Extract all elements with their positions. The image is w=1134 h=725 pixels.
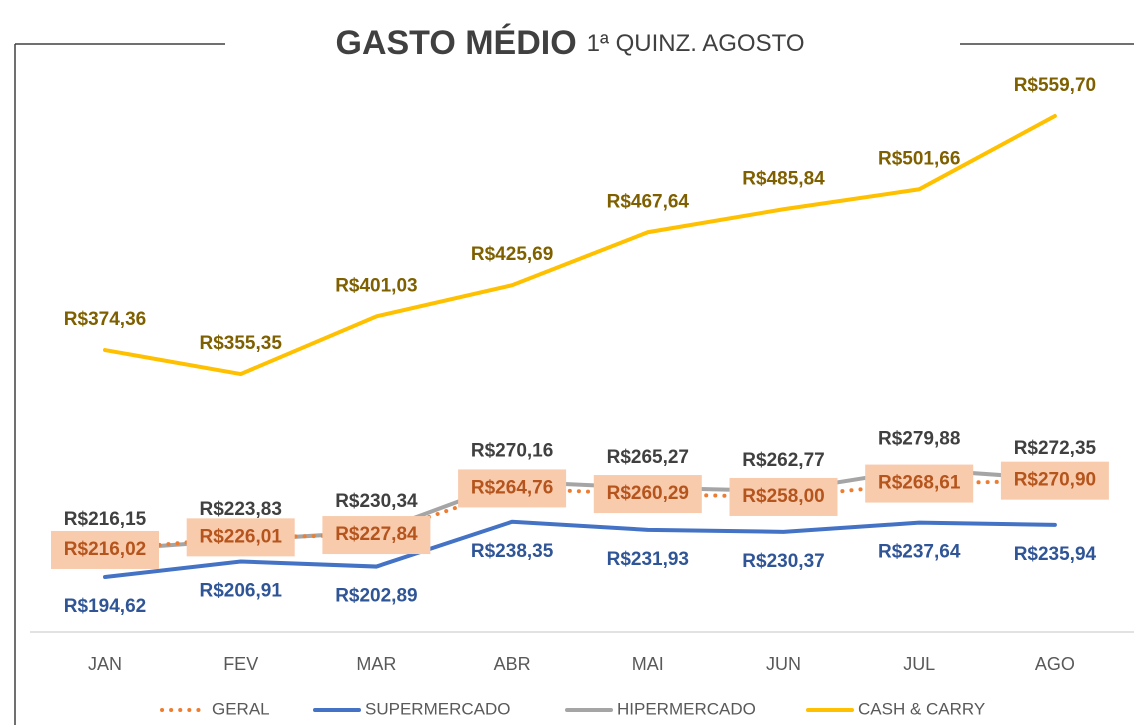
data-label: R$270,90: [1014, 470, 1096, 491]
data-label: R$485,84: [742, 168, 825, 189]
x-tick-label: JUL: [903, 654, 935, 674]
data-label: R$227,84: [335, 524, 418, 545]
x-tick-label: MAI: [632, 654, 664, 674]
data-label: R$279,88: [878, 428, 960, 449]
x-tick-label: JUN: [766, 654, 801, 674]
data-label: R$258,00: [742, 486, 824, 507]
data-label: R$265,27: [607, 447, 689, 468]
data-label: R$501,66: [878, 148, 960, 169]
x-tick-label: FEV: [223, 654, 258, 674]
data-label: R$223,83: [199, 499, 281, 520]
data-label: R$226,01: [199, 526, 282, 547]
x-tick-label: JAN: [88, 654, 122, 674]
data-label: R$194,62: [64, 596, 146, 617]
data-label-box: [51, 530, 159, 569]
series-line: [103, 114, 1057, 377]
legend-label: HIPERMERCADO: [617, 699, 756, 718]
series-line: [103, 519, 1057, 579]
data-label: R$270,16: [471, 441, 553, 462]
data-label: R$230,37: [742, 551, 824, 572]
data-label: R$264,76: [471, 477, 553, 498]
data-label: R$231,93: [607, 549, 689, 570]
chart-subtitle: 1ª QUINZ. AGOSTO: [587, 30, 805, 57]
data-label-box: [865, 464, 974, 503]
data-label: R$268,61: [878, 473, 961, 494]
legend-label: GERAL: [212, 699, 270, 718]
x-tick-label: AGO: [1035, 654, 1075, 674]
data-label: R$235,94: [1014, 544, 1097, 565]
x-tick-label: MAR: [356, 654, 396, 674]
data-label: R$559,70: [1014, 75, 1096, 96]
data-label: R$230,34: [335, 491, 418, 512]
data-label: R$216,15: [64, 509, 147, 530]
data-label: R$237,64: [878, 542, 961, 563]
data-label: R$262,77: [742, 450, 824, 471]
legend-label: SUPERMERCADO: [365, 699, 510, 718]
legend-label: CASH & CARRY: [858, 699, 985, 718]
data-label: R$355,35: [199, 333, 282, 354]
data-label: R$202,89: [335, 586, 417, 607]
data-label-box: [322, 516, 431, 555]
data-label-box: [458, 469, 567, 508]
chart-title-group: GASTO MÉDIO 1ª QUINZ. AGOSTO: [336, 24, 805, 62]
data-label-box: [186, 518, 295, 557]
data-label: R$206,91: [199, 580, 282, 601]
data-label: R$467,64: [607, 191, 690, 212]
data-label: R$260,29: [607, 483, 689, 504]
data-label: R$238,35: [471, 541, 554, 562]
x-tick-label: ABR: [494, 654, 531, 674]
data-label: R$216,02: [64, 539, 146, 560]
data-label: R$425,69: [471, 244, 553, 265]
chart-title: GASTO MÉDIO: [336, 24, 577, 62]
data-label-box: [593, 475, 702, 514]
data-label: R$272,35: [1014, 438, 1097, 459]
data-label: R$401,03: [335, 275, 417, 296]
data-label-box: [729, 477, 838, 516]
data-label-box: [1000, 461, 1109, 500]
data-label: R$374,36: [64, 309, 146, 330]
